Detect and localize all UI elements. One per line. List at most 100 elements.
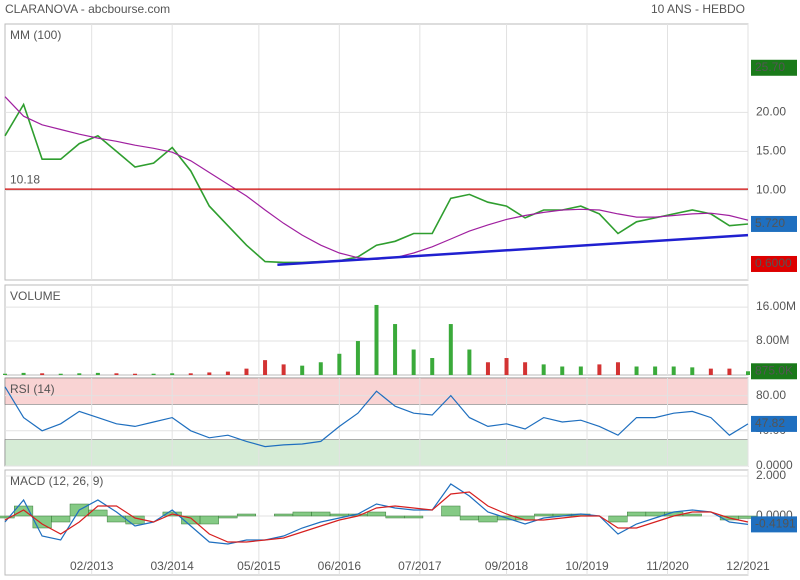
histogram-bar [404, 515, 424, 519]
histogram-bar [682, 513, 702, 517]
histogram-bar [0, 515, 15, 519]
histogram-bar [366, 511, 387, 517]
panel-label: MM (100) [10, 28, 61, 42]
series-line [4, 483, 749, 545]
volume-bar [58, 373, 63, 375]
panel-label: VOLUME [10, 289, 61, 303]
volume-bar [578, 366, 583, 375]
volume-bar [560, 366, 565, 375]
value-box [751, 415, 797, 432]
period: 10 ANS - HEBDO [651, 2, 745, 16]
value-box [751, 255, 797, 272]
x-tick-label: 11/2020 [646, 559, 689, 573]
x-tick-label: 06/2016 [318, 559, 362, 573]
volume-bar [114, 373, 119, 375]
histogram-bar [236, 513, 257, 517]
x-tick-label: 10/2019 [565, 559, 609, 573]
volume-bar [411, 349, 416, 375]
histogram-bar [608, 515, 628, 523]
x-tick-label: 03/2014 [150, 559, 194, 573]
x-tick-label: 09/2018 [485, 559, 529, 573]
x-tick-label: 05/2015 [237, 559, 281, 573]
volume-bar [263, 360, 268, 375]
volume-bar [597, 364, 602, 375]
x-tick-label: 07/2017 [398, 559, 442, 573]
volume-bar [170, 373, 175, 375]
volume-bar [188, 373, 193, 375]
volume-bar [355, 341, 360, 375]
volume-bar [523, 362, 528, 375]
h-line-label: 10.18 [10, 172, 40, 186]
panel-label: RSI (14) [10, 382, 55, 396]
volume-bar [207, 372, 212, 375]
value-box-label: 25.70 [755, 60, 785, 74]
histogram-bar [32, 515, 52, 529]
y-tick-label: 15.00 [756, 144, 786, 158]
histogram-bar [51, 515, 71, 523]
histogram-bar [441, 505, 461, 517]
histogram-bar [311, 511, 331, 517]
volume-bar [300, 365, 305, 375]
value-box [751, 363, 797, 380]
histogram-bar [274, 513, 294, 517]
volume-bar [374, 304, 379, 375]
x-tick-label: 02/2013 [70, 559, 114, 573]
histogram-bar [329, 513, 349, 517]
y-tick-label: 0.0000 [756, 458, 793, 472]
volume-bar [708, 368, 713, 375]
y-tick-label: 16.00M [756, 299, 796, 313]
volume-bar [746, 371, 750, 375]
volume-bar [430, 358, 435, 375]
value-box [751, 215, 797, 232]
volume-bar [615, 362, 620, 375]
y-tick-label: 10.00 [756, 183, 786, 197]
x-tick-label: 12/2021 [726, 559, 770, 573]
volume-bar [281, 364, 286, 375]
y-tick-label: 2.000 [756, 468, 786, 482]
y-tick-label: 20.00 [756, 105, 786, 119]
volume-bar [225, 371, 230, 375]
volume-bar [504, 358, 509, 375]
value-box-label: 5.720 [755, 216, 785, 230]
panel-label: MACD (12, 26, 9) [10, 474, 103, 488]
chart-title: CLARANOVA - abcbourse.com [5, 2, 170, 16]
value-box-label: 47.82 [755, 416, 785, 430]
series-line [4, 102, 749, 264]
volume-bar [337, 353, 342, 375]
histogram-bar [199, 515, 219, 525]
volume-bar [690, 367, 695, 375]
zone [4, 439, 749, 467]
y-tick-label: 8.00M [756, 333, 789, 347]
volume-bar [3, 373, 7, 375]
volume-bar [634, 366, 639, 375]
histogram-bar [218, 515, 238, 519]
volume-bar [151, 373, 156, 375]
pane [4, 469, 749, 576]
volume-bar [393, 324, 398, 375]
volume-bar [448, 324, 453, 375]
volume-bar [653, 366, 658, 375]
volume-bar [727, 368, 732, 375]
volume-bar [541, 364, 546, 375]
y-tick-label: 80.00 [756, 388, 786, 402]
series-line [4, 491, 749, 543]
volume-bar [40, 373, 45, 375]
value-box [751, 59, 797, 76]
histogram-bar [478, 515, 498, 523]
volume-bar [318, 362, 323, 375]
volume-bar [77, 373, 82, 375]
histogram-bar [627, 511, 647, 517]
value-box [751, 516, 797, 533]
histogram-bar [534, 513, 554, 517]
volume-bar [671, 366, 676, 375]
histogram-bar [459, 515, 479, 521]
histogram-bar [292, 511, 312, 517]
volume-bar [95, 372, 100, 375]
value-box-label: 875.0K [755, 363, 793, 377]
value-box-label: -0.4191 [755, 517, 796, 531]
histogram-bar [88, 509, 108, 517]
series-line [4, 386, 749, 448]
value-box-label: 0.6000 [755, 256, 792, 270]
trendline [277, 233, 749, 267]
